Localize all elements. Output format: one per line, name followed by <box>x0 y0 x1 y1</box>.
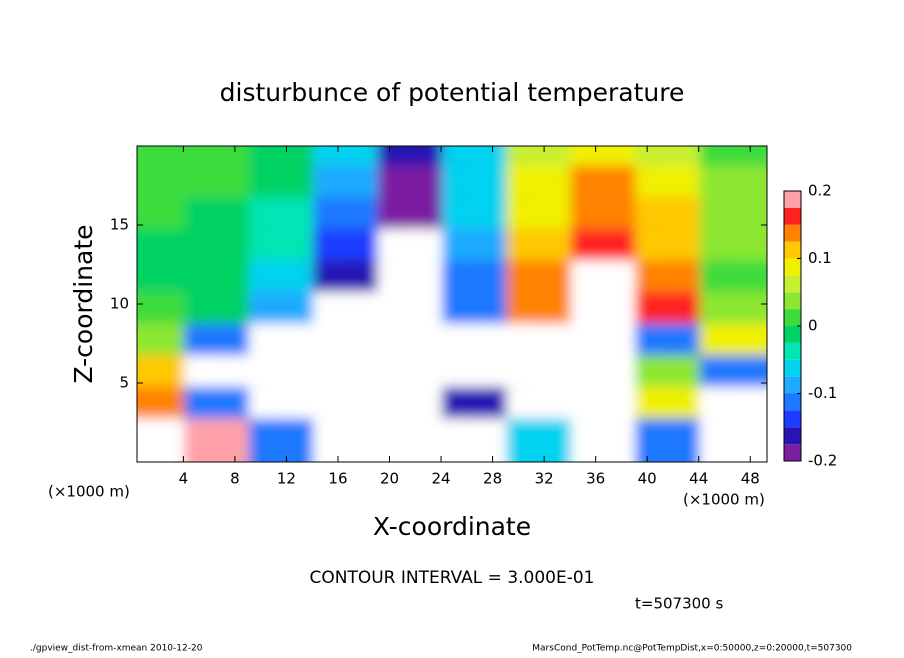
colorbar-tick-label: -0.1 <box>808 384 837 402</box>
colorbar-swatch <box>784 292 801 310</box>
x-unit: (×1000 m) <box>683 491 765 509</box>
colorbar-swatch <box>784 191 801 208</box>
contour-note: CONTOUR INTERVAL = 3.000E-01 <box>310 568 595 588</box>
x-tick-label: 40 <box>638 470 657 488</box>
x-tick-label: 24 <box>432 470 451 488</box>
colorbar-tick-label: 0 <box>808 317 818 335</box>
colorbar-swatch <box>784 207 801 225</box>
x-tick-label: 32 <box>535 470 554 488</box>
colorbar-tick-label: 0.2 <box>808 182 832 200</box>
colorbar-swatch <box>784 393 801 411</box>
x-tick-label: 12 <box>277 470 296 488</box>
colorbar-swatch <box>784 410 801 428</box>
colorbar-swatch <box>784 376 801 394</box>
colorbar-swatch <box>784 342 801 360</box>
cells <box>137 146 767 462</box>
colorbar-swatch <box>784 275 801 293</box>
colorbar-tick-label: -0.2 <box>808 452 837 470</box>
footer: ./gpview_dist-from-xmean 2010-12-20 <box>30 644 203 654</box>
x-tick-label: 36 <box>586 470 605 488</box>
x-tick-label: 4 <box>179 470 189 488</box>
colorbar-swatch <box>784 427 801 445</box>
colorbar-tick-label: 0.1 <box>808 249 832 267</box>
x-tick-label: 16 <box>328 470 347 488</box>
colorbar-swatch <box>784 359 801 377</box>
cell <box>699 418 767 462</box>
time-note: t=507300 s <box>635 595 723 613</box>
x-tick-label: 8 <box>230 470 240 488</box>
x-tick-label: 28 <box>483 470 502 488</box>
chart-title: disturbunce of potential temperature <box>220 78 685 107</box>
y-tick-label: 15 <box>110 216 129 234</box>
colorbar-swatch <box>784 258 801 276</box>
colorbar-swatch <box>784 224 801 242</box>
y-tick-label: 10 <box>110 295 129 313</box>
x-unit: (×1000 m) <box>48 483 130 501</box>
axes: 4 8 12 16 20 24 28 32 36 40 44 4851015-0.2-0.100.10… <box>110 145 837 488</box>
colorbar-swatch <box>784 326 801 343</box>
footer: MarsCond_PotTemp.nc@PotTempDist,x=0:5000… <box>532 644 852 654</box>
x-tick-label: 20 <box>380 470 399 488</box>
colorbar-swatch <box>784 241 801 259</box>
x-axis-title: X-coordinate <box>373 512 531 541</box>
colorbar-swatch <box>784 309 801 326</box>
y-axis-title: Z-coordinate <box>69 224 98 383</box>
colorbar-swatch <box>784 444 801 461</box>
y-tick-label: 5 <box>119 374 129 392</box>
x-tick-label: 48 <box>741 470 760 488</box>
field <box>137 146 767 462</box>
x-tick-label: 44 <box>689 470 708 488</box>
